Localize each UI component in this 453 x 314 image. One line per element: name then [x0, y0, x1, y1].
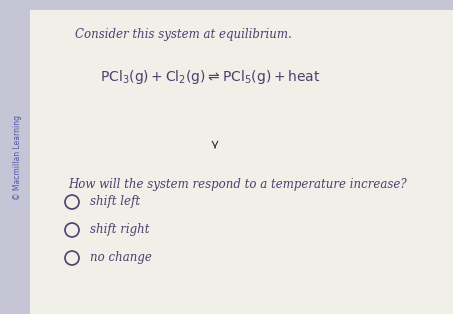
Text: shift right: shift right: [90, 224, 149, 236]
Text: $\mathrm{PCl_3(g) + Cl_2(g) \rightleftharpoons PCl_5(g) + heat}$: $\mathrm{PCl_3(g) + Cl_2(g) \rightleftha…: [100, 68, 320, 86]
Text: © Macmillan Learning: © Macmillan Learning: [14, 115, 23, 199]
Text: How will the system respond to a temperature increase?: How will the system respond to a tempera…: [68, 178, 407, 191]
Text: shift left: shift left: [90, 196, 140, 208]
FancyBboxPatch shape: [30, 10, 453, 314]
Text: no change: no change: [90, 252, 152, 264]
Text: Consider this system at equilibrium.: Consider this system at equilibrium.: [75, 28, 292, 41]
